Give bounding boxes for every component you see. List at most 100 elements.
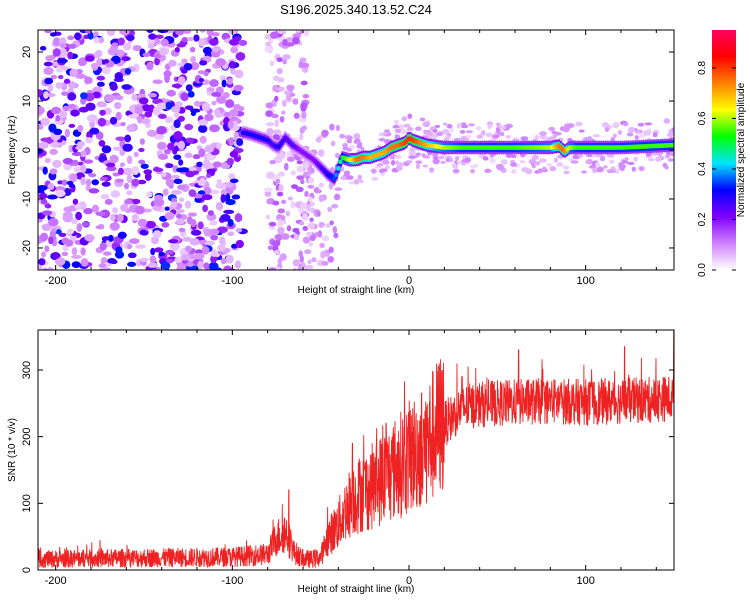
spectral-blob (495, 163, 504, 170)
spectral-blob (664, 154, 671, 159)
spectral-blob (302, 162, 310, 169)
spectral-blob (300, 80, 308, 86)
spectral-blob (438, 155, 445, 160)
spectral-blob (147, 92, 157, 98)
spectrogram-data (38, 30, 674, 270)
spectral-blob (274, 119, 279, 128)
spectral-blob (296, 175, 305, 181)
spectral-blob (117, 213, 124, 223)
spectral-blob (604, 126, 610, 133)
spectral-blob (62, 105, 70, 111)
spectral-blob (539, 131, 548, 136)
spectral-blob (460, 136, 468, 142)
spectral-blob (648, 157, 655, 162)
spectral-blob (147, 42, 155, 49)
spectral-blob (357, 174, 362, 180)
spectral-blob (178, 197, 185, 203)
spectral-blob (67, 51, 74, 60)
spectral-blob (177, 209, 185, 214)
spectral-blob (114, 71, 124, 81)
spectral-blob (302, 225, 308, 231)
spectral-blob (271, 240, 281, 247)
spectral-blob (49, 168, 58, 175)
spectral-blob (122, 143, 133, 152)
spectral-blob (48, 123, 57, 133)
spectral-blob (55, 229, 62, 235)
spectral-blob (304, 191, 309, 198)
spectral-blob (384, 129, 390, 133)
spectral-blob (70, 218, 78, 225)
spectral-blob (44, 30, 52, 34)
spectral-blob (295, 186, 304, 193)
spectral-blob (281, 99, 287, 107)
spectral-blob (220, 193, 226, 203)
spectral-blob (211, 32, 220, 37)
spectral-blob (69, 68, 78, 78)
spectral-blob (280, 215, 286, 221)
spectral-blob (371, 176, 379, 181)
spectral-blob (217, 226, 228, 234)
spectral-blob (134, 244, 146, 249)
snr-data (38, 330, 674, 569)
spectral-blob (48, 236, 54, 245)
spectral-blob (63, 206, 74, 213)
spectral-blob (209, 79, 219, 88)
spectral-blob (59, 43, 68, 49)
colorbar-tick-label: 0.4 (697, 162, 708, 176)
spectral-blob (332, 226, 338, 234)
spectral-blob (112, 172, 121, 177)
spectral-blob (297, 207, 304, 213)
spectral-blob (307, 177, 315, 184)
chart-title: S196.2025.340.13.52.C24 (280, 2, 432, 17)
spectral-blob (631, 166, 636, 172)
spectral-blob (626, 132, 634, 137)
spectral-blob (70, 173, 77, 183)
spectral-blob (71, 261, 81, 268)
spectral-blob (50, 74, 58, 80)
spectral-blob (220, 188, 228, 196)
spectral-blob (126, 124, 136, 132)
spectral-blob (126, 155, 133, 165)
spectral-blob (663, 118, 670, 124)
spectral-blob (229, 178, 239, 183)
spectral-blob (183, 63, 193, 71)
spectral-blob (83, 207, 93, 215)
spectral-blob (95, 225, 105, 230)
spectral-blob (148, 33, 157, 40)
spectral-blob (49, 32, 57, 37)
spectral-blob (268, 221, 277, 227)
spectral-blob (286, 93, 291, 101)
spectral-blob (122, 167, 134, 176)
spectral-blob (197, 221, 204, 230)
spectral-blob (154, 247, 164, 253)
spectral-blob (39, 192, 48, 200)
spectral-blob (276, 67, 283, 75)
spectrogram-xtick-label: 0 (406, 275, 412, 287)
snr-panel: -200 -100 0 100 0 100 200 300 Height of straigh… (7, 329, 675, 595)
spectral-blob (667, 132, 674, 137)
spectral-blob (319, 242, 325, 249)
spectral-blob (131, 178, 140, 187)
spectral-blob (528, 159, 537, 165)
spectral-blob (293, 233, 300, 241)
spectral-blob (306, 231, 313, 236)
spectral-blob (158, 113, 167, 119)
spectral-blob (228, 60, 236, 69)
spectral-blob (38, 264, 43, 270)
spectral-blob (269, 160, 276, 165)
spectral-blob (212, 161, 222, 168)
spectral-blob (44, 77, 54, 85)
spectral-blob (176, 213, 182, 219)
spectral-blob (330, 140, 336, 147)
spectral-blob (344, 135, 349, 140)
spectral-blob (228, 109, 239, 118)
spectral-blob (223, 265, 232, 270)
spectral-blob (98, 268, 105, 270)
spectral-blob (225, 99, 235, 109)
spectral-blob (38, 185, 48, 191)
spectral-blob (639, 133, 645, 139)
spectral-blob (456, 160, 462, 164)
spectral-blob (234, 156, 241, 162)
spectral-blob (299, 133, 304, 141)
spectral-blob (345, 147, 352, 152)
